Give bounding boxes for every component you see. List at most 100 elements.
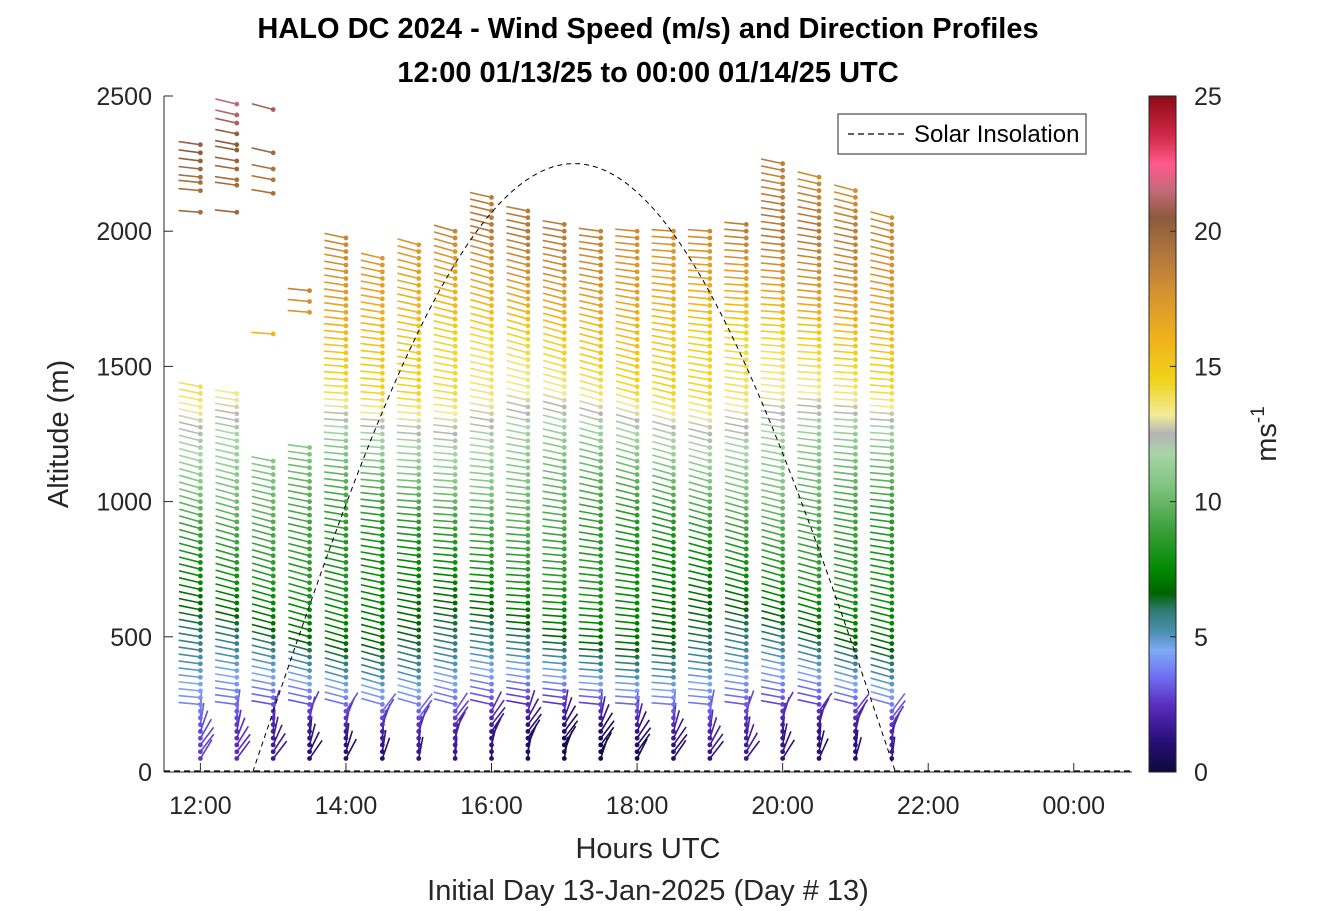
wind-barb — [869, 390, 892, 395]
wind-barb — [469, 526, 492, 530]
wind-barb-dot — [379, 512, 385, 518]
wind-barb — [797, 357, 820, 361]
wind-barb-dot — [561, 377, 567, 383]
wind-barb-dot — [379, 370, 385, 376]
wind-barb-dot — [234, 526, 240, 532]
wind-barb — [818, 730, 825, 752]
wind-barb-dot — [489, 289, 494, 295]
wind-barb — [178, 701, 201, 706]
wind-barb-dot — [598, 296, 604, 302]
wind-barb-dot — [234, 539, 240, 545]
wind-barb-dot — [489, 627, 494, 633]
wind-barb-dot — [853, 255, 858, 261]
wind-barb-dot — [234, 472, 240, 477]
wind-barb-dot — [598, 384, 604, 390]
wind-barb-dot — [743, 688, 749, 694]
wind-barb-dot — [343, 539, 349, 545]
wind-barb — [651, 563, 674, 570]
wind-barb — [687, 653, 710, 658]
wind-barb-dot — [452, 289, 458, 295]
wind-barb-dot — [671, 391, 676, 396]
wind-barb — [433, 566, 456, 570]
wind-barb-dot — [707, 668, 713, 673]
wind-barb-dot — [853, 492, 858, 498]
wind-barb-dot — [743, 722, 749, 728]
wind-barb — [215, 542, 238, 550]
wind-barb — [760, 436, 783, 442]
wind-barb — [688, 454, 711, 462]
wind-barb — [214, 673, 237, 679]
wind-barb — [433, 664, 456, 672]
wind-barb — [651, 347, 674, 354]
wind-barb — [724, 409, 747, 415]
wind-barb-dot — [416, 681, 422, 687]
wind-barb-dot — [634, 384, 640, 390]
wind-barb — [761, 616, 783, 625]
wind-barb — [578, 572, 601, 577]
wind-barb-dot — [343, 397, 349, 403]
wind-barb-dot — [416, 749, 422, 755]
wind-barb — [760, 213, 783, 219]
wind-barb — [578, 247, 601, 253]
wind-barb-dot — [234, 573, 240, 579]
wind-barb-dot — [634, 458, 640, 464]
wind-barb — [761, 603, 783, 611]
wind-barb — [433, 389, 456, 395]
wind-barb — [870, 238, 893, 246]
wind-barb — [214, 209, 237, 214]
wind-barb — [834, 609, 856, 618]
wind-barb — [178, 653, 201, 658]
wind-barb — [578, 280, 601, 287]
wind-barb — [797, 268, 820, 273]
wind-barb — [651, 268, 674, 273]
wind-barb-dot — [416, 249, 422, 254]
wind-barb — [761, 658, 783, 665]
wind-barb-dot — [743, 269, 749, 275]
wind-barb-dot — [343, 688, 349, 694]
wind-barb — [505, 484, 529, 489]
wind-barb-dot — [671, 641, 676, 646]
wind-barb-dot — [889, 526, 895, 532]
wind-barb-dot — [707, 451, 713, 457]
wind-barb — [506, 463, 529, 469]
wind-barb-dot — [634, 303, 640, 308]
wind-barb-dot — [816, 674, 822, 680]
wind-barb-dot — [343, 404, 349, 410]
wind-barb — [542, 674, 565, 679]
wind-barb — [578, 240, 601, 246]
wind-barb-dot — [307, 627, 312, 633]
wind-barb — [469, 632, 492, 638]
wind-barb — [760, 462, 783, 469]
wind-barb-dot — [853, 587, 858, 592]
wind-barb-dot — [743, 228, 749, 234]
wind-barb-dot — [853, 607, 858, 613]
wind-barb-dot — [853, 674, 858, 680]
wind-barb-dot — [671, 756, 676, 761]
wind-barb — [506, 205, 529, 212]
wind-barb — [506, 218, 529, 226]
wind-barb-dot — [197, 647, 203, 653]
wind-barb — [542, 545, 565, 550]
wind-barb-dot — [743, 681, 749, 687]
wind-barb — [199, 702, 205, 725]
wind-barb-dot — [379, 593, 385, 599]
wind-barb-dot — [889, 715, 895, 721]
wind-barb — [396, 390, 419, 395]
wind-barb — [178, 674, 201, 679]
wind-barb — [833, 536, 856, 543]
wind-barb — [542, 687, 565, 692]
wind-barb-dot — [525, 749, 531, 755]
wind-barb-dot — [489, 397, 494, 403]
wind-barb — [433, 485, 456, 489]
wind-barb — [578, 614, 601, 618]
wind-barb-dot — [343, 303, 349, 308]
wind-barb-dot — [416, 485, 422, 491]
wind-barb-dot — [598, 735, 604, 741]
wind-barb-dot — [671, 681, 676, 687]
wind-barb — [178, 694, 201, 699]
wind-barb — [396, 458, 419, 462]
wind-barb-dot — [707, 553, 713, 559]
wind-barb-dot — [780, 174, 786, 180]
wind-barb — [287, 287, 310, 292]
wind-barb-dot — [197, 708, 203, 714]
